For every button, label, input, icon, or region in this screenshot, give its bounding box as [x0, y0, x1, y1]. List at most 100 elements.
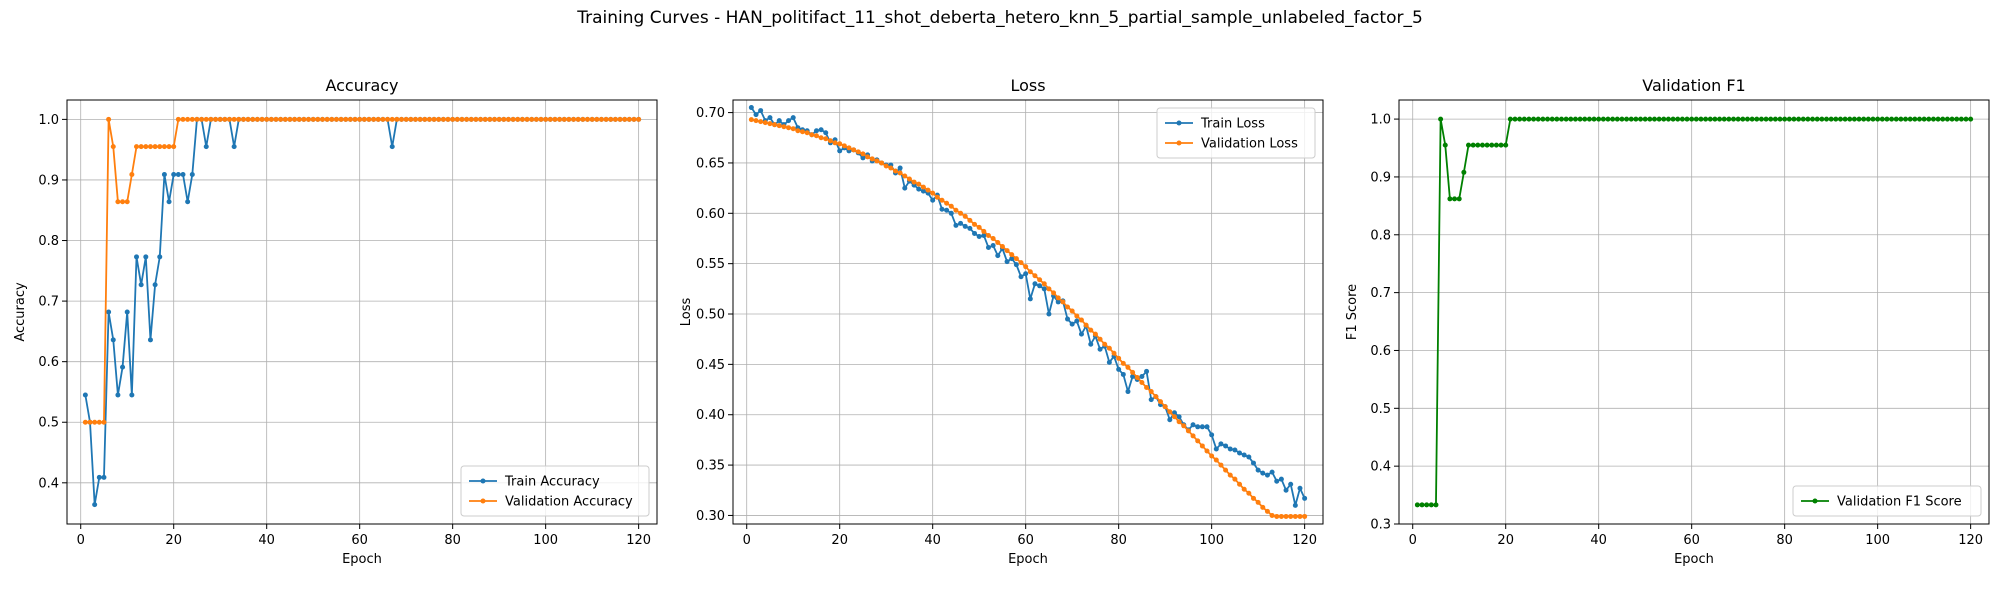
- data-point: [1092, 331, 1098, 337]
- loss-y-tick-label: 0.55: [696, 257, 725, 272]
- data-point: [240, 116, 246, 122]
- data-point: [1227, 472, 1233, 478]
- data-point: [175, 172, 181, 177]
- data-point: [1568, 116, 1574, 122]
- f1-x-tick-label: 40: [1590, 533, 1607, 548]
- data-point: [1926, 116, 1932, 122]
- legend-label: Validation Loss: [1201, 137, 1298, 152]
- data-point: [557, 116, 563, 122]
- data-point: [226, 116, 232, 122]
- data-point: [213, 116, 219, 122]
- data-point: [96, 474, 102, 480]
- data-point: [1665, 116, 1671, 122]
- accuracy-y-tick-label: 1.0: [38, 113, 59, 128]
- data-point: [930, 190, 936, 196]
- f1-legend: Validation F1 Score: [1792, 485, 1982, 517]
- data-point: [1884, 116, 1890, 122]
- data-point: [972, 221, 978, 227]
- data-point: [352, 116, 358, 122]
- data-point: [1069, 308, 1075, 314]
- data-point: [1144, 385, 1150, 391]
- data-point: [1167, 417, 1173, 423]
- data-point: [1596, 116, 1602, 122]
- data-point: [510, 116, 516, 122]
- data-point: [1237, 450, 1243, 456]
- data-point: [380, 116, 386, 122]
- data-point: [180, 116, 186, 122]
- data-point: [818, 135, 824, 141]
- data-point: [1125, 389, 1131, 395]
- data-point: [157, 144, 163, 150]
- data-point: [1930, 116, 1936, 122]
- data-point: [571, 116, 577, 122]
- data-point: [231, 144, 237, 150]
- data-point: [1218, 441, 1224, 447]
- data-point: [1693, 116, 1699, 122]
- data-point: [981, 232, 987, 238]
- data-point: [1134, 374, 1140, 380]
- data-point: [897, 170, 903, 176]
- data-point: [1171, 410, 1177, 416]
- f1-y-axis-label: F1 Score: [1345, 284, 1360, 340]
- data-point: [426, 116, 432, 122]
- data-point: [101, 419, 107, 425]
- accuracy-x-tick-label: 60: [351, 533, 368, 548]
- data-point: [1055, 299, 1061, 305]
- data-point: [1097, 346, 1103, 352]
- data-point: [333, 116, 339, 122]
- data-point: [152, 282, 158, 288]
- data-point: [911, 179, 917, 185]
- data-point: [161, 144, 167, 150]
- data-point: [1255, 499, 1261, 505]
- loss-y-tick-label: 0.70: [696, 106, 725, 121]
- data-point: [1703, 116, 1709, 122]
- data-point: [1148, 397, 1154, 403]
- accuracy-y-tick-label: 0.8: [38, 234, 59, 249]
- data-point: [138, 282, 144, 288]
- loss-chart-title: Loss: [1010, 76, 1045, 95]
- data-point: [1935, 116, 1941, 122]
- data-point: [1116, 366, 1122, 372]
- accuracy-y-tick-label: 0.9: [38, 173, 59, 188]
- f1-y-tick-label: 0.6: [1370, 344, 1391, 359]
- data-point: [501, 116, 507, 122]
- data-point: [762, 120, 768, 126]
- data-point: [1046, 286, 1052, 292]
- data-point: [902, 173, 908, 179]
- data-point: [874, 158, 880, 164]
- data-point: [944, 200, 950, 206]
- data-point: [82, 392, 88, 398]
- data-point: [259, 116, 265, 122]
- loss-x-tick-label: 100: [1199, 533, 1224, 548]
- data-point: [972, 230, 978, 236]
- data-point: [1190, 433, 1196, 439]
- data-point: [958, 210, 964, 216]
- data-point: [1847, 116, 1853, 122]
- data-point: [1120, 360, 1126, 366]
- data-point: [110, 337, 116, 343]
- data-point: [138, 144, 144, 150]
- data-point: [865, 154, 871, 160]
- data-point: [790, 115, 796, 121]
- data-point: [939, 197, 945, 203]
- data-point: [1531, 116, 1537, 122]
- data-point: [1698, 116, 1704, 122]
- data-point: [175, 116, 181, 122]
- data-point: [1283, 513, 1289, 519]
- data-point: [1670, 116, 1676, 122]
- f1-x-tick-label: 20: [1497, 533, 1514, 548]
- data-point: [1628, 116, 1634, 122]
- data-point: [1470, 142, 1476, 148]
- f1-chart-title: Validation F1: [1642, 76, 1745, 95]
- legend-label: Train Accuracy: [504, 475, 600, 490]
- data-point: [575, 116, 581, 122]
- f1-y-tick-label: 0.7: [1370, 286, 1391, 301]
- data-point: [157, 254, 163, 260]
- data-point: [612, 116, 618, 122]
- data-point: [389, 144, 395, 150]
- data-point: [584, 116, 590, 122]
- data-point: [1577, 116, 1583, 122]
- accuracy-series-markers-1: [82, 116, 642, 425]
- data-point: [1037, 283, 1043, 289]
- data-point: [1111, 350, 1117, 356]
